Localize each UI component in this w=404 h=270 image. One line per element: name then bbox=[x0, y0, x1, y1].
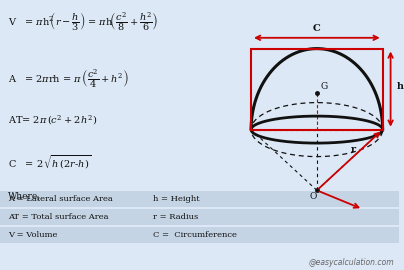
Text: AT= 2$\pi$ $\!\left(c^2+2\,h^2\right)$: AT= 2$\pi$ $\!\left(c^2+2\,h^2\right)$ bbox=[8, 113, 98, 127]
Text: A = Lateral surface Area: A = Lateral surface Area bbox=[8, 195, 113, 203]
Text: h = Height: h = Height bbox=[154, 195, 200, 203]
Text: C =  Circumference: C = Circumference bbox=[154, 231, 237, 239]
FancyBboxPatch shape bbox=[0, 191, 399, 207]
FancyBboxPatch shape bbox=[0, 227, 399, 243]
Bar bbox=[251, 49, 383, 130]
Text: V   = $\pi$h$^2\!\!\left(r-\dfrac{h}{3}\right)$ = $\pi$h$\!\left(\dfrac{c^2}{8}+: V = $\pi$h$^2\!\!\left(r-\dfrac{h}{3}\ri… bbox=[8, 11, 158, 33]
Text: V = Volume: V = Volume bbox=[8, 231, 57, 239]
Text: Where,: Where, bbox=[8, 192, 41, 201]
Text: C   = 2$\,\sqrt{h\,(2r\text{-}h)}$: C = 2$\,\sqrt{h\,(2r\text{-}h)}$ bbox=[8, 154, 91, 171]
FancyBboxPatch shape bbox=[0, 209, 399, 225]
Text: A   = 2$\pi$rh = $\pi$ $\!\left(\dfrac{c^2}{4}+h^2\right)$: A = 2$\pi$rh = $\pi$ $\!\left(\dfrac{c^2… bbox=[8, 68, 128, 90]
Text: O: O bbox=[310, 192, 317, 201]
Text: C: C bbox=[313, 24, 321, 33]
Text: AT = Total surface Area: AT = Total surface Area bbox=[8, 213, 108, 221]
Text: h: h bbox=[397, 82, 404, 91]
Text: G: G bbox=[320, 82, 327, 91]
Text: @easycalculation.com: @easycalculation.com bbox=[309, 258, 395, 267]
Text: r = Radius: r = Radius bbox=[154, 213, 199, 221]
Text: r: r bbox=[350, 144, 356, 154]
